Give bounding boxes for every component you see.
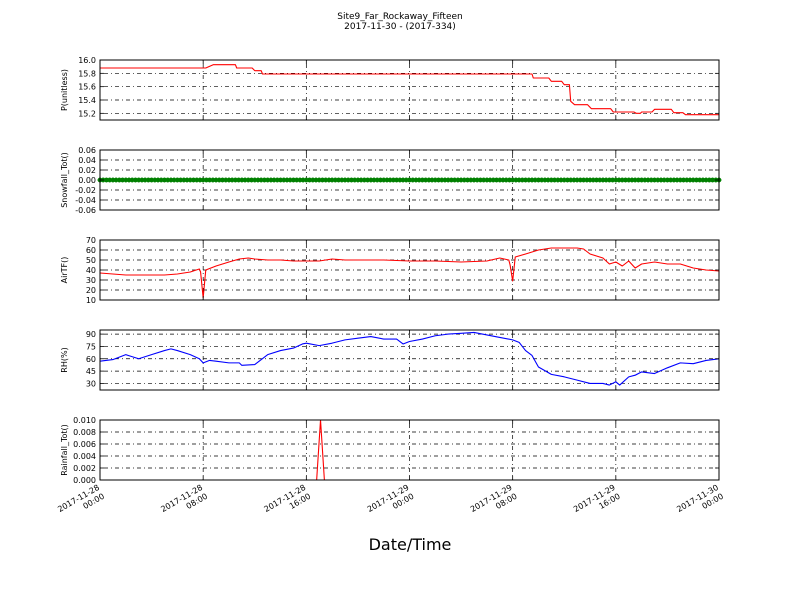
y-axis-label-2: AirTF() [60,257,69,284]
x-tick-label-5: 2017-11-2916:00 [572,483,622,523]
y-tick-label-2-6: 70 [86,236,96,245]
y-tick-label-1-0: -0.06 [75,206,96,215]
y-tick-label-1-5: 0.04 [78,156,96,165]
y-tick-label-2-4: 50 [86,256,96,265]
y-tick-label-0-4: 16.0 [78,56,96,65]
y-tick-label-4-0: 0.000 [73,476,96,485]
y-tick-label-1-1: -0.04 [75,196,96,205]
panel-0: 15.2 15.4 15.6 15.8 16.0 P(unitless) [60,56,720,121]
y-axis-label-4: Rainfall_Tot() [60,424,69,476]
x-axis-label: Date/Time [369,535,452,554]
panels: 15.215.415.615.816.0P(unitless)-0.06-0.0… [60,56,722,485]
y-tick-label-3-2: 60 [86,355,96,364]
y-tick-label-0-3: 15.8 [78,69,96,78]
series-line-2 [99,247,720,299]
y-tick-label-2-2: 30 [86,276,96,285]
y-tick-label-2-3: 40 [86,266,96,275]
series-line-3 [99,331,720,386]
y-tick-label-2-5: 60 [86,246,96,255]
y-tick-label-1-4: 0.02 [78,166,96,175]
x-tick-label-0: 2017-11-2800:00 [56,483,106,523]
y-tick-label-3-3: 75 [86,342,96,351]
y-tick-label-3-4: 90 [86,330,96,339]
x-tick-labels: 2017-11-2800:00 2017-11-2808:00 2017-11-28… [56,483,725,523]
y-tick-label-1-6: 0.06 [78,146,96,155]
y-tick-label-0-1: 15.4 [78,96,96,105]
x-tick-label-6: 2017-11-3000:00 [675,483,725,523]
panel-3: 30 45 60 75 90 RH(%) [60,329,720,391]
y-tick-label-1-2: -0.02 [75,186,96,195]
y-tick-label-4-1: 0.002 [73,464,96,473]
x-tick-label-3: 2017-11-2900:00 [366,483,416,523]
chart-title: Site9_Far_Rockaway_Fifteen [337,12,463,22]
y-tick-label-3-0: 30 [86,379,96,388]
y-tick-label-4-4: 0.008 [73,428,96,437]
y-axis-label-3: RH(%) [60,347,69,372]
y-tick-label-0-0: 15.2 [78,109,96,118]
y-axis-label-0: P(unitless) [60,69,69,111]
y-tick-label-0-2: 15.6 [78,83,96,92]
y-tick-label-4-5: 0.010 [73,416,96,425]
x-tick-label-4: 2017-11-2908:00 [469,483,519,523]
y-tick-label-1-3: 0.00 [78,176,96,185]
x-tick-label-1: 2017-11-2808:00 [159,483,209,523]
chart-subtitle: 2017-11-30 - (2017-334) [344,22,456,32]
panel-4: 0.000 0.002 0.004 0.006 0.008 0.010 Rainfall_T… [60,416,720,485]
panel-1: -0.06-0.04-0.020.000.020.040.06 Snowfall_… [60,146,722,215]
y-tick-label-2-1: 20 [86,286,96,295]
y-tick-label-4-2: 0.004 [73,452,96,461]
y-tick-label-4-3: 0.006 [73,440,96,449]
series-markers-1 [97,177,722,183]
series-line-0 [100,64,719,116]
y-tick-label-2-0: 10 [86,296,96,305]
y-axis-label-1: Snowfall_Tot() [60,152,69,208]
x-tick-label-2: 2017-11-2816:00 [263,483,313,523]
y-tick-label-3-1: 45 [86,367,96,376]
